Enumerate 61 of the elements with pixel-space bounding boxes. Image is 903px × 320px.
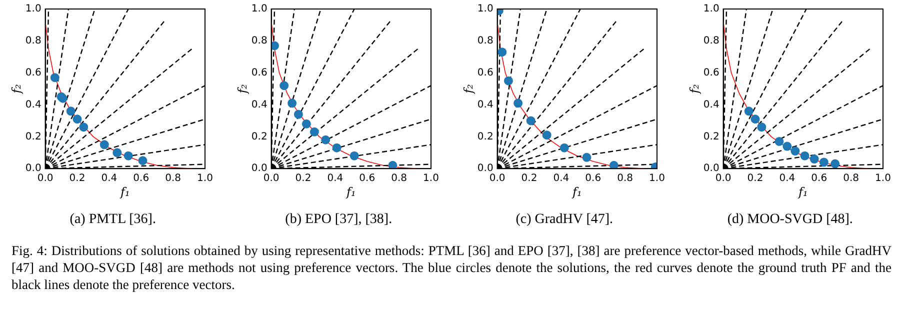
x-tick-label: 0.8	[165, 173, 182, 184]
y-tick-label: 0.6	[703, 67, 719, 78]
y-tick-label: 0.0	[477, 163, 494, 174]
y-axis-title: f₂	[686, 84, 701, 94]
text: (a) PMTL [36].	[70, 212, 156, 228]
x-tick-label: 0.6	[134, 173, 150, 184]
y-tick-label: 0.0	[26, 163, 42, 174]
x-tick-label: 0.6	[585, 173, 601, 184]
y-tick-label: 0.8	[703, 36, 719, 47]
x-tick-label: 1.0	[423, 173, 440, 184]
y-axis-title: f₂	[10, 84, 24, 94]
x-tick-label: 0.6	[359, 173, 376, 184]
x-axis-title: f₁	[797, 184, 808, 199]
caption: Fig. 4: Distributions of solutions obtained by using representative methods: PTML [36] and EPO [37], [38] are preference vector-based methods, while GradHV [47] and MOO-SVGD [48] are methods not using preference vectors. The blue circles denote the solutions, the red curves denote the ground truth PF and the black lines denote the preference vectors.	[12, 242, 892, 293]
y-tick-label: 0.0	[252, 163, 268, 174]
y-tick-label: 0.6	[252, 67, 268, 78]
text: (d) MOO-SVGD [48].	[727, 212, 853, 228]
y-tick-label: 0.8	[26, 36, 42, 47]
y-tick-label: 1.0	[252, 4, 268, 15]
x-tick-label: 0.8	[391, 173, 408, 184]
x-tick-label: 1.0	[197, 173, 214, 184]
y-tick-label: 0.4	[477, 99, 494, 110]
y-tick-label: 1.0	[703, 4, 719, 15]
x-tick-label: 0.0	[38, 173, 54, 184]
x-axis-title: f₁	[571, 184, 582, 199]
y-tick-label: 0.2	[703, 131, 719, 142]
y-tick-label: 1.0	[477, 4, 494, 15]
y-axis-title: f₂	[235, 84, 250, 94]
x-tick-label: 0.2	[70, 173, 86, 184]
y-tick-label: 0.8	[252, 36, 268, 47]
y-tick-label: 1.0	[26, 4, 42, 15]
y-tick-label: 0.2	[477, 131, 494, 142]
y-tick-label: 0.6	[26, 67, 42, 78]
y-tick-label: 0.4	[26, 99, 42, 110]
x-tick-label: 0.0	[714, 173, 731, 184]
y-tick-label: 0.2	[252, 131, 268, 142]
x-tick-label: 0.0	[263, 173, 280, 184]
x-tick-label: 0.2	[295, 173, 312, 184]
text: (b) EPO [37], [38].	[285, 212, 392, 228]
x-tick-label: 0.4	[778, 173, 795, 184]
y-tick-label: 0.8	[477, 36, 494, 47]
x-tick-label: 0.8	[616, 173, 633, 184]
x-tick-label: 0.4	[327, 173, 344, 184]
y-tick-label: 0.4	[252, 99, 268, 110]
x-tick-label: 0.2	[746, 173, 763, 184]
x-axis-title: f₁	[120, 184, 130, 199]
x-tick-label: 0.4	[102, 173, 118, 184]
x-tick-label: 0.8	[842, 173, 859, 184]
y-tick-label: 0.0	[703, 163, 719, 174]
x-axis-title: f₁	[346, 184, 356, 199]
x-tick-label: 0.2	[521, 173, 538, 184]
y-tick-label: 0.6	[477, 67, 494, 78]
x-tick-label: 1.0	[648, 173, 665, 184]
text: (c) GradHV [47].	[516, 212, 614, 228]
x-tick-label: 0.6	[810, 173, 827, 184]
x-tick-label: 0.0	[489, 173, 506, 184]
x-tick-label: 0.4	[553, 173, 570, 184]
y-axis-title: f₂	[461, 84, 476, 94]
y-tick-label: 0.4	[703, 99, 719, 110]
x-tick-label: 1.0	[874, 173, 891, 184]
y-tick-label: 0.2	[26, 131, 42, 142]
